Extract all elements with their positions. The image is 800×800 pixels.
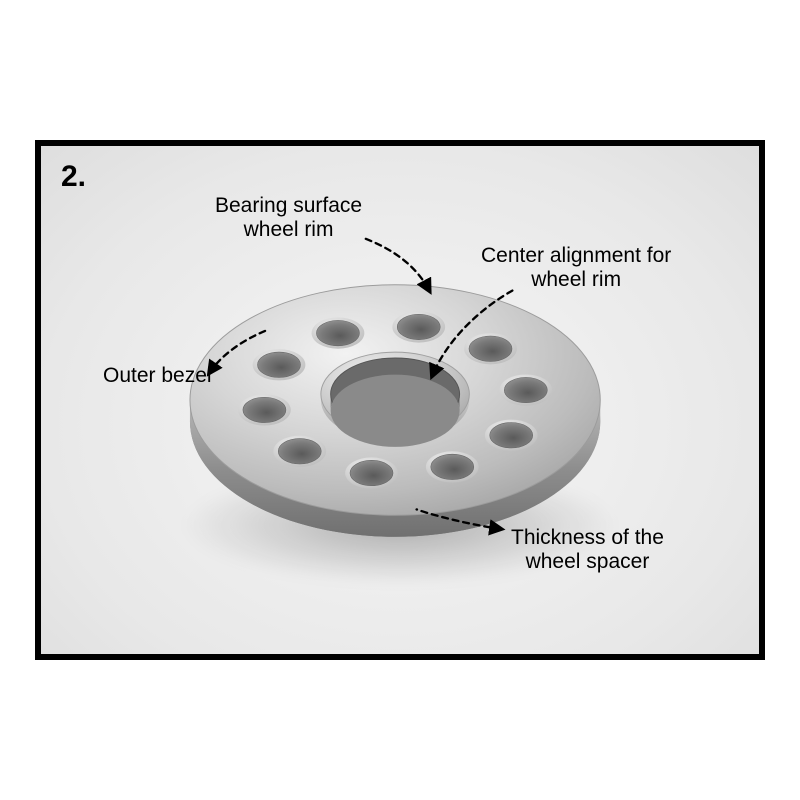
label-outer: Outer bezel (103, 364, 212, 388)
diagram-frame: 2. (35, 140, 765, 660)
bearing-arrow (366, 239, 430, 291)
label-bearing: Bearing surface wheel rim (215, 194, 362, 242)
label-thick: Thickness of the wheel spacer (511, 526, 664, 574)
label-center: Center alignment for wheel rim (481, 244, 671, 292)
diagram-svg (41, 146, 759, 654)
